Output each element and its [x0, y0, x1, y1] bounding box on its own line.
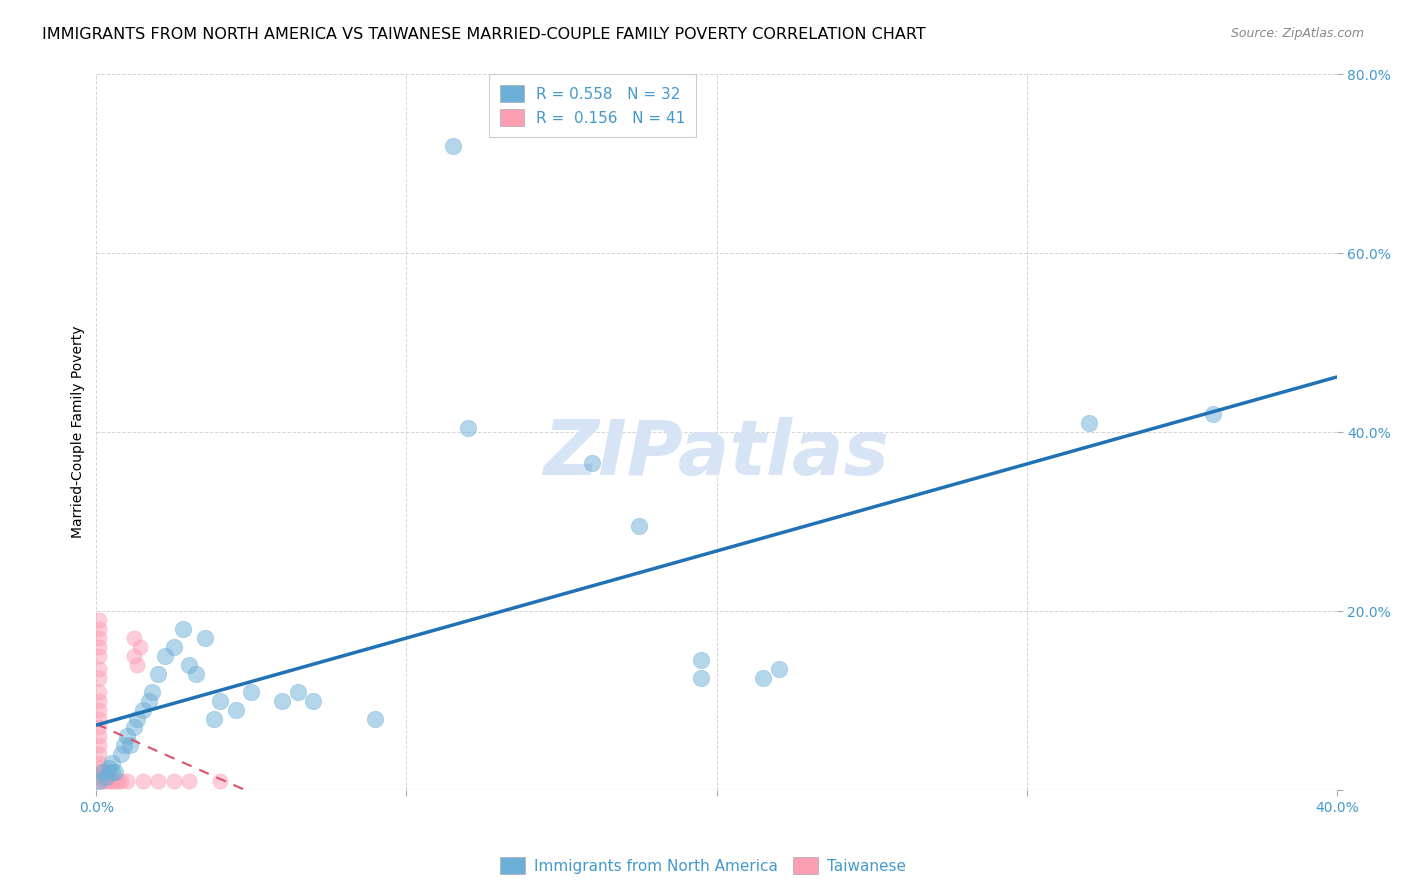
- Point: [184, 666, 207, 681]
- Point: [104, 774, 127, 789]
- Point: [94, 774, 117, 789]
- Point: [89, 721, 111, 735]
- Point: [768, 662, 790, 676]
- Point: [287, 684, 309, 698]
- Point: [179, 657, 201, 672]
- Point: [690, 653, 713, 667]
- Point: [128, 640, 150, 654]
- Point: [89, 613, 111, 627]
- Point: [89, 770, 111, 784]
- Point: [89, 739, 111, 753]
- Text: ZIPatlas: ZIPatlas: [544, 417, 890, 491]
- Point: [91, 774, 114, 789]
- Point: [97, 774, 120, 789]
- Point: [97, 765, 120, 780]
- Legend: Immigrants from North America, Taiwanese: Immigrants from North America, Taiwanese: [494, 851, 912, 880]
- Point: [441, 138, 464, 153]
- Point: [627, 519, 650, 533]
- Point: [89, 761, 111, 775]
- Legend: R = 0.558   N = 32, R =  0.156   N = 41: R = 0.558 N = 32, R = 0.156 N = 41: [489, 75, 696, 136]
- Point: [89, 622, 111, 636]
- Point: [179, 774, 201, 789]
- Point: [94, 770, 117, 784]
- Point: [302, 693, 325, 707]
- Point: [117, 730, 139, 744]
- Point: [122, 631, 145, 645]
- Point: [89, 756, 111, 771]
- Point: [89, 747, 111, 762]
- Point: [172, 622, 194, 636]
- Point: [89, 730, 111, 744]
- Point: [1201, 407, 1223, 421]
- Point: [89, 684, 111, 698]
- Point: [89, 631, 111, 645]
- Point: [110, 774, 132, 789]
- Point: [752, 671, 775, 685]
- Point: [89, 712, 111, 726]
- Point: [97, 761, 120, 775]
- Point: [104, 765, 127, 780]
- Point: [89, 774, 111, 789]
- Point: [94, 770, 117, 784]
- Point: [89, 693, 111, 707]
- Point: [89, 640, 111, 654]
- Point: [141, 684, 163, 698]
- Point: [91, 765, 114, 780]
- Point: [194, 631, 217, 645]
- Point: [89, 662, 111, 676]
- Point: [122, 648, 145, 663]
- Point: [101, 756, 124, 771]
- Point: [240, 684, 263, 698]
- Point: [117, 774, 139, 789]
- Point: [209, 774, 232, 789]
- Point: [120, 739, 142, 753]
- Point: [364, 712, 387, 726]
- Point: [163, 640, 186, 654]
- Point: [89, 702, 111, 716]
- Point: [110, 747, 132, 762]
- Point: [91, 765, 114, 780]
- Point: [91, 770, 114, 784]
- Point: [457, 420, 479, 434]
- Point: [225, 702, 247, 716]
- Point: [112, 739, 135, 753]
- Y-axis label: Married-Couple Family Poverty: Married-Couple Family Poverty: [72, 326, 86, 539]
- Point: [101, 774, 124, 789]
- Point: [148, 666, 170, 681]
- Point: [132, 702, 155, 716]
- Point: [89, 648, 111, 663]
- Point: [153, 648, 176, 663]
- Point: [89, 671, 111, 685]
- Point: [107, 774, 129, 789]
- Point: [202, 712, 225, 726]
- Point: [101, 765, 124, 780]
- Point: [271, 693, 294, 707]
- Text: IMMIGRANTS FROM NORTH AMERICA VS TAIWANESE MARRIED-COUPLE FAMILY POVERTY CORRELA: IMMIGRANTS FROM NORTH AMERICA VS TAIWANE…: [42, 27, 927, 42]
- Point: [1077, 416, 1099, 430]
- Point: [690, 671, 713, 685]
- Point: [163, 774, 186, 789]
- Point: [122, 721, 145, 735]
- Point: [125, 712, 148, 726]
- Point: [132, 774, 155, 789]
- Point: [148, 774, 170, 789]
- Point: [138, 693, 160, 707]
- Point: [125, 657, 148, 672]
- Point: [581, 457, 603, 471]
- Point: [89, 774, 111, 789]
- Text: Source: ZipAtlas.com: Source: ZipAtlas.com: [1230, 27, 1364, 40]
- Point: [209, 693, 232, 707]
- Point: [89, 765, 111, 780]
